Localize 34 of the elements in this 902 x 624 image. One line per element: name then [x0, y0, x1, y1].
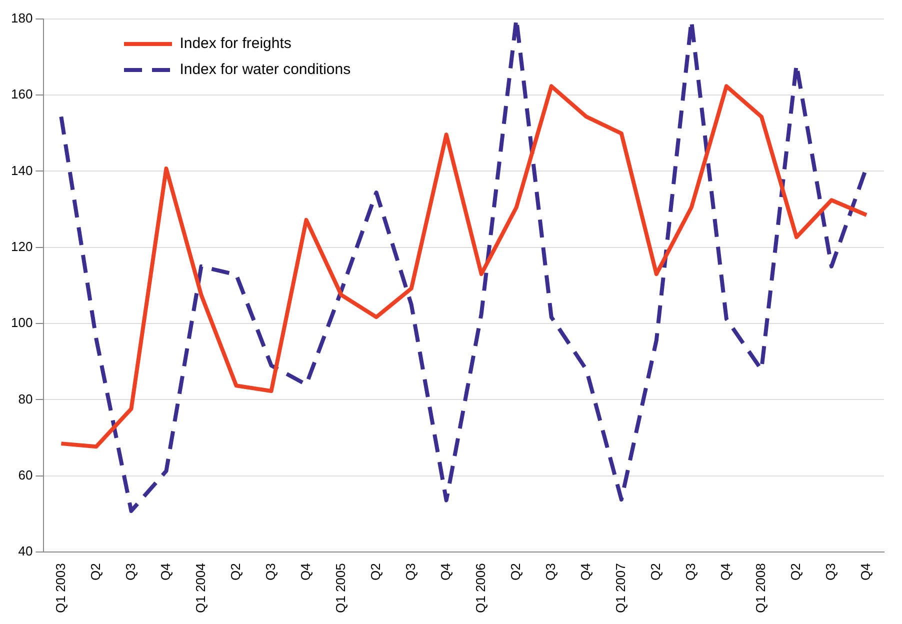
x-tick-label: Q4 — [298, 563, 313, 580]
x-tick-label: Q4 — [438, 563, 453, 580]
x-tick-label: Q3 — [262, 563, 278, 580]
x-tick-label: Q2 — [368, 563, 383, 580]
x-tick-label: Q4 — [858, 563, 874, 580]
x-tick-label: Q1 2003 — [52, 563, 68, 613]
x-tick-label: Q3 — [402, 563, 418, 580]
x-tick-label: Q3 — [122, 563, 138, 580]
x-tick-label: Q1 2007 — [612, 563, 628, 613]
x-tick-label: Q2 — [228, 563, 243, 580]
x-tick-label: Q2 — [508, 563, 523, 580]
x-tick-label: Q2 — [788, 563, 804, 580]
x-tick-label: Q4 — [718, 563, 734, 580]
y-tick-label: 160 — [10, 86, 33, 102]
x-tick-label: Q4 — [158, 563, 173, 580]
x-tick-label: Q1 2006 — [472, 563, 488, 613]
x-tick-label: Q1 2008 — [753, 563, 768, 613]
y-tick-label: 140 — [10, 162, 33, 178]
x-tick-label: Q1 2005 — [332, 563, 348, 613]
x-tick-label: Q1 2004 — [192, 563, 208, 613]
y-tick-label: 180 — [10, 10, 33, 26]
x-tick-label: Q2 — [648, 563, 663, 580]
legend-label: Index for water conditions — [180, 60, 351, 80]
x-tick-label: Q2 — [88, 563, 103, 580]
y-tick-label: 100 — [10, 315, 33, 330]
legend-label: Index for freights — [180, 34, 292, 54]
y-tick-label: 60 — [18, 468, 33, 483]
y-tick-label: 40 — [18, 544, 33, 559]
x-tick-label: Q3 — [542, 563, 558, 580]
x-tick-label: Q3 — [823, 563, 838, 580]
y-tick-label: 120 — [10, 238, 33, 254]
y-tick-label: 80 — [18, 391, 33, 406]
x-tick-label: Q4 — [578, 563, 593, 580]
x-tick-label: Q3 — [683, 563, 698, 580]
